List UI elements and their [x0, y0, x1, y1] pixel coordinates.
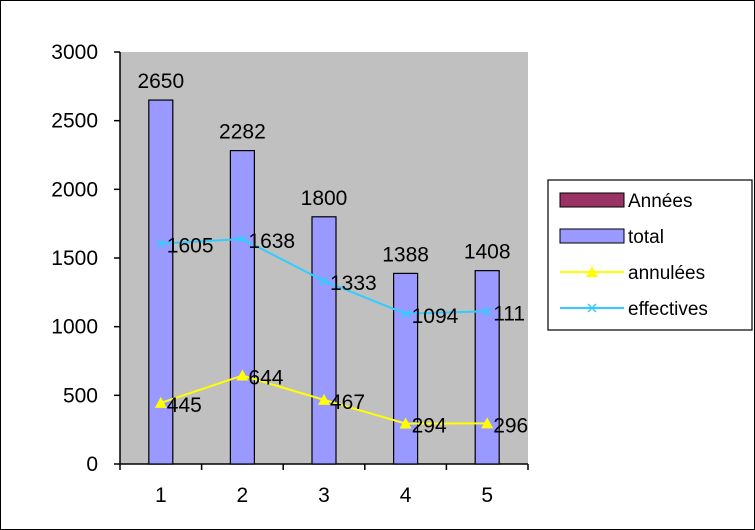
data-label-annulées: 296: [493, 414, 528, 437]
data-label-effectives: 1094: [412, 305, 459, 328]
legend-item: annulées: [560, 263, 705, 284]
marker-x: [237, 234, 247, 244]
marker-x: [482, 306, 492, 316]
y-axis: 0 500 1000 1500 2000 2500 3000: [51, 41, 121, 476]
bar-total: [229, 150, 255, 465]
x-tick-label: 1: [155, 484, 167, 507]
legend-label: Années: [628, 191, 692, 212]
data-label-annulées: 644: [248, 367, 283, 390]
data-label-annulées: 294: [412, 415, 447, 438]
data-label-effectives: 1333: [330, 272, 377, 295]
marker-x: [319, 276, 329, 286]
data-label-annulées: 445: [167, 394, 202, 417]
y-tick-label: 2500: [51, 110, 98, 133]
marker-triangle: [399, 417, 412, 429]
data-label-annulées: 467: [330, 391, 365, 414]
legend: Années total annulées effectives: [547, 179, 753, 331]
marker-x: [401, 309, 411, 319]
marker-x: [156, 239, 166, 249]
legend-item: effectives: [560, 299, 708, 320]
x-tick-label: 3: [318, 484, 330, 507]
legend-marker-x: [587, 303, 597, 313]
marker-x-stroke: [319, 276, 329, 286]
data-label-total: 2282: [219, 121, 266, 144]
marker-triangle: [236, 369, 249, 381]
data-labels: 2650 2282 1800 1388 1408 445 644 467 294 296 1605 1…: [137, 70, 528, 438]
bar-total: [393, 272, 419, 465]
bar-series-total: [148, 99, 500, 465]
legend-swatch: [559, 192, 625, 208]
marker-triangle: [481, 417, 494, 429]
x-axis: 1 2 3 4 5: [119, 463, 529, 507]
marker-triangle: [318, 393, 330, 405]
marker-x-stroke: [237, 234, 247, 244]
y-tick-label: 2000: [51, 178, 98, 201]
x-tick-label: 4: [400, 484, 412, 507]
data-label-effectives: 111: [493, 302, 525, 325]
legend-item: Années: [559, 191, 692, 212]
marker-x-stroke: [156, 239, 166, 249]
marker-x-stroke: [401, 309, 411, 319]
bar-total: [311, 216, 337, 465]
legend-label: total: [628, 227, 664, 248]
legend-swatch: [559, 228, 625, 244]
data-label-total: 1388: [382, 243, 429, 266]
legend-marker-triangle: [586, 266, 598, 277]
bar-total: [474, 270, 500, 465]
data-label-effectives: 1638: [248, 230, 295, 253]
data-label-total: 2650: [137, 70, 184, 93]
y-tick-label: 1000: [51, 316, 98, 339]
x-tick-label: 2: [237, 484, 249, 507]
data-label-total: 1800: [301, 187, 348, 210]
legend-label: annulées: [628, 263, 705, 284]
y-tick-label: 1500: [51, 247, 98, 270]
y-tick-label: 0: [86, 453, 98, 476]
data-label-effectives: 1605: [167, 235, 214, 258]
y-tick-label: 3000: [51, 41, 98, 64]
x-tick-label: 5: [481, 484, 493, 507]
marker-triangle: [154, 396, 167, 408]
legend-label: effectives: [628, 299, 708, 320]
y-tick-label: 500: [63, 384, 98, 407]
legend-item: total: [559, 227, 664, 248]
marker-x-stroke: [482, 306, 492, 316]
line-series: [154, 234, 494, 429]
data-label-total: 1408: [464, 241, 511, 264]
